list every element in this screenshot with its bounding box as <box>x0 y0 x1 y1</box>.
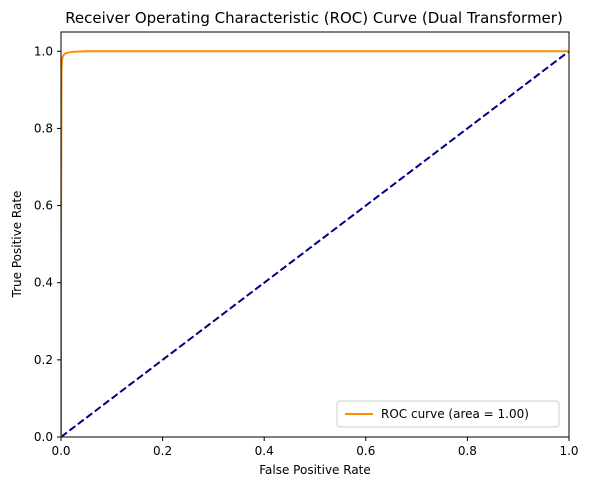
y-tick-label: 0.8 <box>34 121 53 135</box>
legend-box <box>336 400 560 428</box>
chart-title: Receiver Operating Characteristic (ROC) … <box>65 9 563 27</box>
x-tick-label: 0.2 <box>153 444 172 458</box>
roc-curve-line <box>61 50 569 437</box>
x-tick-label: 1.0 <box>559 444 578 458</box>
x-tick-label: 0.6 <box>356 444 375 458</box>
y-tick-label: 1.0 <box>34 44 53 58</box>
y-tick-label: 0.4 <box>34 276 53 290</box>
chance-diagonal-line <box>61 50 569 437</box>
x-tick-label: 0.0 <box>51 444 70 458</box>
y-tick-label: 0.2 <box>34 353 53 367</box>
y-tick-label: 0.6 <box>34 199 53 213</box>
legend-label: ROC curve (area = 1.00) <box>381 407 529 421</box>
plot-frame <box>60 31 570 438</box>
x-tick-label: 0.4 <box>255 444 274 458</box>
legend: ROC curve (area = 1.00) <box>336 400 560 428</box>
x-axis: 0.0 0.2 0.4 0.6 0.8 1.0 <box>51 437 579 458</box>
y-axis-label: True Positive Rate <box>10 191 24 299</box>
x-tick-label: 0.8 <box>458 444 477 458</box>
x-axis-label: False Positive Rate <box>259 463 371 477</box>
y-axis: 0.0 0.2 0.4 0.6 0.8 1.0 <box>34 44 61 444</box>
y-tick-label: 0.0 <box>34 430 53 444</box>
plot-area <box>60 31 570 438</box>
